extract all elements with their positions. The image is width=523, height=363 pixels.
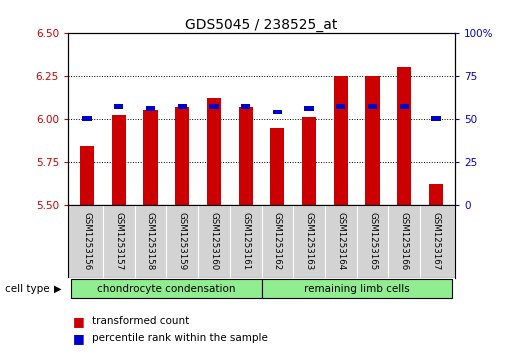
Bar [336,105,346,109]
Title: GDS5045 / 238525_at: GDS5045 / 238525_at [185,18,338,32]
Bar [334,76,348,205]
Text: GSM1253163: GSM1253163 [304,212,314,270]
Bar [71,279,262,298]
Text: GSM1253160: GSM1253160 [209,212,219,270]
Bar [207,98,221,205]
Bar [146,106,155,111]
Text: GSM1253157: GSM1253157 [114,212,123,270]
Bar [304,106,314,111]
Text: GSM1253167: GSM1253167 [431,212,440,270]
Text: GSM1253158: GSM1253158 [146,212,155,270]
Bar [429,184,443,205]
Text: ▶: ▶ [54,284,61,294]
Text: GSM1253164: GSM1253164 [336,212,345,270]
Text: GSM1253161: GSM1253161 [241,212,250,270]
Text: percentile rank within the sample: percentile rank within the sample [92,333,267,343]
Text: chondrocyte condensation: chondrocyte condensation [97,284,235,294]
Bar [302,117,316,205]
Text: cell type: cell type [5,284,50,294]
Text: GSM1253159: GSM1253159 [178,212,187,270]
Text: transformed count: transformed count [92,316,189,326]
Bar [83,117,92,121]
Bar [143,110,157,205]
Bar [366,76,380,205]
Text: ■: ■ [73,315,89,328]
Text: remaining limb cells: remaining limb cells [304,284,410,294]
Bar [270,127,285,205]
Bar [368,105,377,109]
Bar [209,105,219,109]
Bar [397,67,412,205]
Bar [431,117,440,121]
Bar [262,279,452,298]
Bar [177,105,187,109]
Bar [114,105,123,109]
Text: GSM1253156: GSM1253156 [83,212,92,270]
Text: GSM1253162: GSM1253162 [273,212,282,270]
Bar [400,105,409,109]
Bar [241,105,251,109]
Bar [238,107,253,205]
Text: GSM1253166: GSM1253166 [400,212,409,270]
Text: GSM1253165: GSM1253165 [368,212,377,270]
Bar [111,115,126,205]
Bar [272,110,282,114]
Bar [80,147,94,205]
Bar [175,107,189,205]
Text: ■: ■ [73,332,89,345]
